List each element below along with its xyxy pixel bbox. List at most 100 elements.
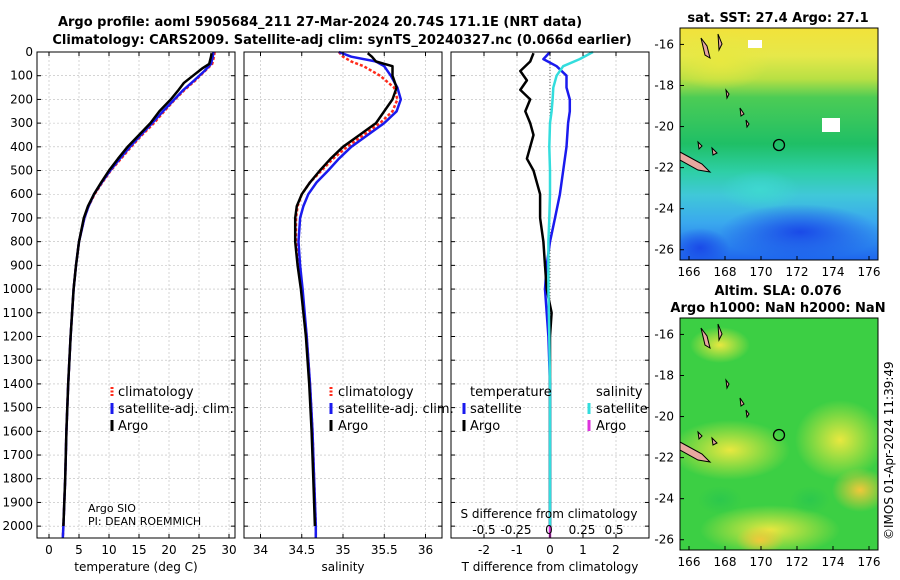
map-y-tick-label: -18 bbox=[654, 78, 674, 92]
legend-title-salinity: salinity bbox=[596, 385, 643, 400]
salinity-panel: 34 34.5 35 35.5 36 salinity bbox=[243, 50, 443, 574]
y-tick-label: 1600 bbox=[2, 424, 33, 438]
argo-sio-label: Argo SIO bbox=[88, 502, 136, 515]
diff-legend-sal-argo: Argo bbox=[596, 419, 626, 434]
x-tick-label: 10 bbox=[101, 543, 116, 557]
y-tick-label: 100 bbox=[10, 69, 33, 83]
map-x-tick-label: 174 bbox=[822, 555, 845, 569]
difference-legend: temperature salinity satellite Argo sate… bbox=[462, 385, 648, 434]
x-tick-label: 5 bbox=[75, 543, 83, 557]
legend-title-temperature: temperature bbox=[470, 385, 552, 400]
map-y-tick-label: -20 bbox=[654, 120, 674, 134]
x-tick-label: 20 bbox=[161, 543, 176, 557]
sst-argo-marker bbox=[772, 138, 786, 152]
map-x-tick-label: 166 bbox=[678, 265, 701, 279]
y-tick-label: 2000 bbox=[2, 519, 33, 533]
map-y-tick-label: -26 bbox=[654, 533, 674, 547]
sla-argo-marker bbox=[772, 428, 786, 442]
y-tick-label: 300 bbox=[10, 116, 33, 130]
y-tick-label: 200 bbox=[10, 92, 33, 106]
x-tick-label: 35 bbox=[335, 543, 350, 557]
legend-climatology: climatology bbox=[118, 385, 194, 400]
header-title-line1: Argo profile: aoml 5905684_211 27-Mar-20… bbox=[58, 15, 582, 30]
map-y-tick-label: -18 bbox=[654, 368, 674, 382]
map-y-tick-label: -20 bbox=[654, 410, 674, 424]
x-tick-label: 30 bbox=[221, 543, 236, 557]
s-difference-label: S difference from climatology bbox=[461, 507, 638, 521]
map-x-tick-label: 176 bbox=[858, 265, 881, 279]
map-y-tick-label: -24 bbox=[654, 492, 674, 506]
map-y-tick-label: -16 bbox=[654, 327, 674, 341]
map-y-tick-label: -22 bbox=[654, 161, 674, 175]
map-x-tick-label: 174 bbox=[822, 265, 845, 279]
x-tick-label: -2 bbox=[478, 543, 490, 557]
s-tick-0-5: 0.5 bbox=[604, 523, 623, 537]
x-tick-label: 34.5 bbox=[288, 543, 315, 557]
header-title-line2: Climatology: CARS2009. Satellite-adj cli… bbox=[52, 33, 631, 48]
sal-legend-satellite-clim: satellite-adj. clim. bbox=[338, 402, 454, 417]
x-tick-label: 36 bbox=[418, 543, 433, 557]
y-tick-label: 700 bbox=[10, 211, 33, 225]
map-y-tick-label: -22 bbox=[654, 451, 674, 465]
x-tick-label: 34 bbox=[253, 543, 268, 557]
y-tick-label: 1700 bbox=[2, 448, 33, 462]
sla-map-title: Altim. SLA: 0.076 bbox=[715, 284, 842, 299]
y-tick-label: 400 bbox=[10, 140, 33, 154]
x-tick-label: -1 bbox=[511, 543, 523, 557]
difference-panel: -2 -1 0 1 2 T difference from climatology bbox=[450, 50, 650, 574]
sal-legend-climatology: climatology bbox=[338, 385, 414, 400]
x-tick-label: 15 bbox=[131, 543, 146, 557]
y-tick-label: 1500 bbox=[2, 401, 33, 415]
diff-legend-temp-satellite: satellite bbox=[470, 402, 522, 417]
map-y-tick-label: -24 bbox=[654, 202, 674, 216]
y-tick-label: 1100 bbox=[2, 306, 33, 320]
x-axis-label: T difference from climatology bbox=[461, 560, 639, 574]
diff-legend-sal-satellite: satellite bbox=[596, 402, 648, 417]
sst-map bbox=[680, 28, 878, 260]
sla-map-subtitle: Argo h1000: NaN h2000: NaN bbox=[670, 301, 885, 316]
y-tick-label: 1900 bbox=[2, 495, 33, 509]
x-tick-label: 0 bbox=[45, 543, 53, 557]
plot-frame bbox=[36, 51, 236, 539]
series-satellite-adj-clim- bbox=[61, 51, 215, 539]
map-x-tick-label: 170 bbox=[750, 265, 773, 279]
x-tick-label: 0 bbox=[546, 543, 554, 557]
y-tick-label: 900 bbox=[10, 258, 33, 272]
s-tick-neg-0-25: -0.25 bbox=[500, 523, 531, 537]
sst-map-title: sat. SST: 27.4 Argo: 27.1 bbox=[687, 11, 868, 26]
x-tick-label: 2 bbox=[612, 543, 620, 557]
series-argo bbox=[62, 52, 213, 527]
temperature-panel: 0 5 10 15 20 25 30 temperature (deg C) 0 100 200 30… bbox=[2, 45, 236, 574]
map-x-tick-label: 172 bbox=[786, 555, 809, 569]
s-tick-neg-0-5: -0.5 bbox=[472, 523, 495, 537]
y-tick-label: 500 bbox=[10, 164, 33, 178]
x-axis-label: temperature (deg C) bbox=[74, 560, 197, 574]
pi-label: PI: DEAN ROEMMICH bbox=[88, 515, 201, 528]
sal-legend-argo: Argo bbox=[338, 419, 368, 434]
s-tick-0: 0 bbox=[545, 523, 553, 537]
x-tick-label: 25 bbox=[191, 543, 206, 557]
diff-legend-temp-argo: Argo bbox=[470, 419, 500, 434]
y-tick-label: 1800 bbox=[2, 472, 33, 486]
sla-map bbox=[680, 318, 878, 550]
y-tick-label: 1400 bbox=[2, 377, 33, 391]
y-tick-label: 1000 bbox=[2, 282, 33, 296]
s-tick-0-25: 0.25 bbox=[569, 523, 596, 537]
map-x-tick-label: 168 bbox=[714, 555, 737, 569]
map-y-tick-label: -26 bbox=[654, 243, 674, 257]
y-tick-label: 1200 bbox=[2, 329, 33, 343]
y-tick-label: 600 bbox=[10, 187, 33, 201]
map-x-tick-label: 170 bbox=[750, 555, 773, 569]
map-x-tick-label: 168 bbox=[714, 265, 737, 279]
temperature-legend: climatology satellite-adj. clim. Argo bbox=[110, 385, 234, 434]
x-axis-label: salinity bbox=[321, 560, 364, 574]
salinity-legend: climatology satellite-adj. clim. Argo bbox=[329, 385, 454, 434]
legend-argo: Argo bbox=[118, 419, 148, 434]
map-x-tick-label: 172 bbox=[786, 265, 809, 279]
map-y-tick-label: -16 bbox=[654, 37, 674, 51]
map-x-tick-label: 176 bbox=[858, 555, 881, 569]
series-argo bbox=[293, 52, 398, 527]
series-salinity-satellite bbox=[547, 50, 594, 527]
y-tick-label: 0 bbox=[25, 45, 33, 59]
